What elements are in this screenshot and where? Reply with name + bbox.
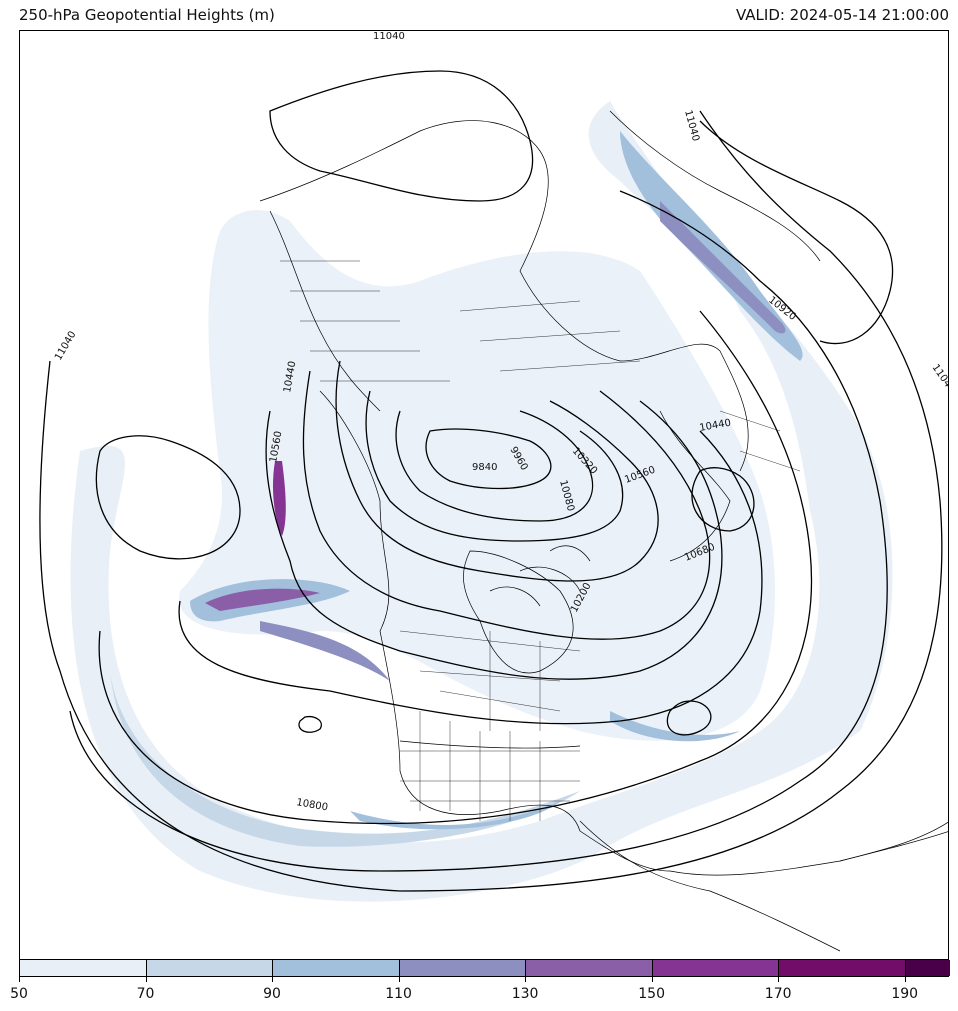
colorbar-tick [145, 977, 147, 982]
contour-low-ne [691, 467, 755, 532]
contour-low-east [666, 700, 712, 736]
colorbar-tick-label: 170 [764, 986, 792, 1002]
wind-speed-shading [70, 101, 893, 902]
state-borders [280, 260, 801, 821]
europe-country-lines [280, 260, 450, 382]
contour-label: 10560 [268, 430, 284, 463]
contour-9960 [425, 428, 552, 490]
arctic-islands [489, 545, 591, 607]
colorbar-tick [904, 977, 906, 982]
contour-label: 10440 [699, 418, 732, 434]
alaska-coast [659, 410, 731, 562]
contour-10080 [395, 410, 594, 522]
contour-label: 11040 [682, 109, 701, 143]
colorbar [19, 959, 950, 977]
colorbar-tick-label: 90 [263, 986, 281, 1002]
contour-low-west [298, 715, 322, 733]
colorbar-tick-label: 130 [511, 986, 539, 1002]
contour-11040-outer [39, 110, 943, 892]
colorbar-tick-label: 50 [10, 986, 28, 1002]
central-america-coast [579, 820, 841, 952]
asia-coast [609, 110, 821, 262]
height-contours [39, 70, 943, 892]
colorbar-tick [525, 977, 527, 982]
eurasia-coast [259, 120, 749, 472]
contour-label: 9840 [472, 462, 497, 473]
contour-w-closed [95, 435, 241, 560]
us-state-lines [400, 711, 580, 821]
colorbar-tick [651, 977, 653, 982]
colorbar-segment [779, 960, 906, 976]
us-border [399, 740, 581, 749]
asia-country-lines [459, 300, 801, 472]
jet-shading-east-core [660, 201, 786, 334]
contour-10320 [335, 360, 659, 582]
north-america-coast [319, 390, 948, 876]
colorbar-segment [273, 960, 400, 976]
contour-label: 11040 [930, 362, 949, 394]
colorbar-tick-label: 190 [891, 986, 919, 1002]
contour-label: 10440 [282, 360, 298, 393]
greenland-coast [463, 550, 574, 674]
jet-shading-s [350, 801, 560, 830]
colorbar-tick-label: 150 [638, 986, 666, 1002]
contour-10560 [265, 400, 723, 680]
colorbar-tick [398, 977, 400, 982]
contour-10680 [178, 430, 763, 725]
contour-label: 11040 [373, 31, 405, 42]
colorbar-segment [399, 960, 527, 976]
jet-shading-outer [70, 101, 893, 902]
colorbar-tick-label: 110 [385, 986, 412, 1002]
canada-province-lines [399, 630, 581, 731]
colorbar-ticks: 50 70 90 110 130 150 170 190 [10, 977, 949, 1007]
colorbar-tick [778, 977, 780, 982]
contour-10800 [98, 310, 813, 825]
jet-shading-west-core [205, 588, 320, 611]
south-america-coast [839, 821, 948, 862]
map-title: 250-hPa Geopotential Heights (m) [19, 6, 275, 24]
colorbar-segment [146, 960, 274, 976]
contour-10200 [365, 390, 624, 542]
colorbar-segment [905, 960, 950, 976]
valid-time: VALID: 2024-05-14 21:00:00 [735, 6, 949, 24]
contour-ne-arc [699, 120, 894, 345]
colorbar-tick [19, 977, 20, 982]
contour-10920 [69, 190, 888, 872]
jet-shading-se [610, 711, 740, 742]
jet-shading-nw [272, 461, 286, 536]
polar-stereographic-map: 11040 11040 11040 10920 11040 10440 1056… [39, 31, 949, 952]
contour-north-ridge [269, 70, 534, 202]
contour-10440 [302, 370, 711, 640]
contour-label: 10800 [295, 797, 328, 813]
colorbar-segment [652, 960, 780, 976]
colorbar-tick [272, 977, 274, 982]
contour-label: 11040 [53, 329, 78, 362]
colorbar-segment [20, 960, 147, 976]
colorbar-segment [526, 960, 653, 976]
jet-shading-sw [260, 621, 390, 681]
colorbar-tick-label: 70 [136, 986, 155, 1002]
map-panel: 11040 11040 11040 10920 11040 10440 1056… [19, 30, 949, 977]
europe-coast [269, 210, 381, 412]
jet-shading-inner [179, 210, 775, 741]
